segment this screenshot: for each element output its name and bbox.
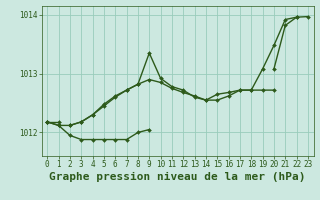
X-axis label: Graphe pression niveau de la mer (hPa): Graphe pression niveau de la mer (hPa)	[49, 172, 306, 182]
